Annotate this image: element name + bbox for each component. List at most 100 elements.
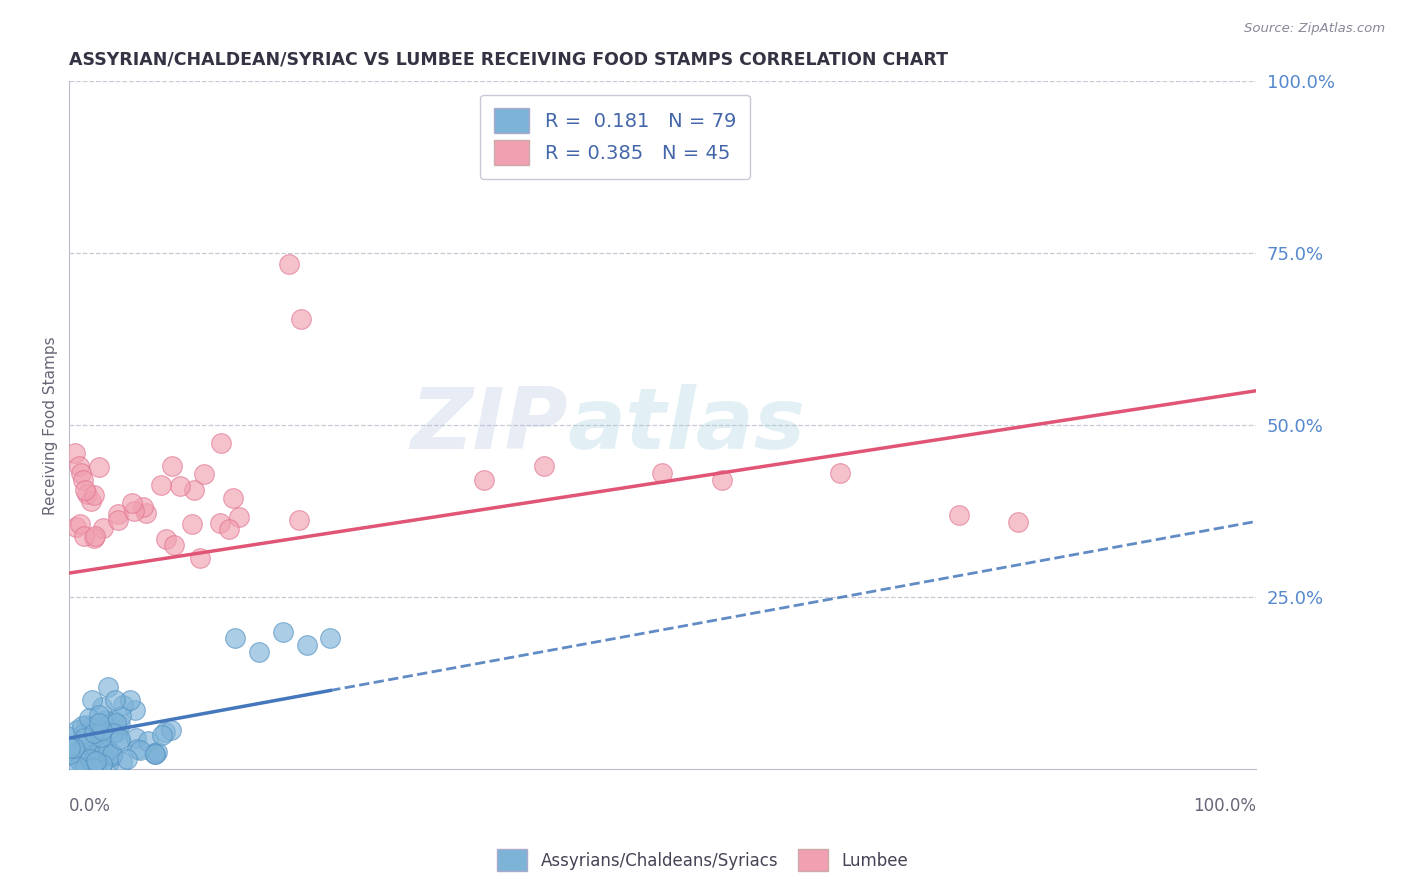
Point <box>319 632 342 646</box>
Point <box>948 508 970 522</box>
Point <box>94 748 117 763</box>
Point <box>111 755 134 769</box>
Point <box>84 760 107 774</box>
Point <box>146 745 169 759</box>
Point <box>98 756 121 770</box>
Point <box>651 467 673 481</box>
Text: atlas: atlas <box>568 384 806 467</box>
Point <box>89 744 111 758</box>
Text: 100.0%: 100.0% <box>1192 797 1256 814</box>
Point <box>63 446 86 460</box>
Y-axis label: Receiving Food Stamps: Receiving Food Stamps <box>44 336 58 515</box>
Point <box>59 730 82 744</box>
Point <box>67 459 90 474</box>
Point <box>110 736 132 750</box>
Point <box>72 719 94 733</box>
Point <box>830 467 852 481</box>
Point <box>129 742 152 756</box>
Point <box>86 735 108 749</box>
Point <box>79 494 101 508</box>
Point <box>75 718 97 732</box>
Point <box>72 746 94 760</box>
Point <box>59 747 82 761</box>
Point <box>101 714 124 728</box>
Point <box>59 741 82 756</box>
Point <box>69 516 91 531</box>
Point <box>108 732 131 747</box>
Point <box>73 731 96 746</box>
Point <box>91 757 114 772</box>
Point <box>160 459 183 474</box>
Point <box>155 532 177 546</box>
Point <box>132 500 155 515</box>
Point <box>76 487 98 501</box>
Text: ZIP: ZIP <box>411 384 568 467</box>
Point <box>91 521 114 535</box>
Point <box>87 708 110 723</box>
Point <box>228 509 250 524</box>
Point <box>67 759 90 773</box>
Point <box>97 743 120 757</box>
Point <box>89 722 111 736</box>
Point <box>101 749 124 764</box>
Point <box>66 751 89 765</box>
Point <box>288 513 311 527</box>
Point <box>149 478 172 492</box>
Point <box>101 726 124 740</box>
Point <box>62 741 84 756</box>
Point <box>75 741 97 756</box>
Point <box>70 467 93 481</box>
Point <box>83 725 105 739</box>
Point <box>125 731 148 745</box>
Point <box>72 727 94 741</box>
Point <box>710 473 733 487</box>
Point <box>72 473 94 487</box>
Point <box>83 721 105 735</box>
Point <box>135 506 157 520</box>
Point <box>108 718 131 732</box>
Point <box>82 748 104 763</box>
Point <box>136 734 159 748</box>
Text: Source: ZipAtlas.com: Source: ZipAtlas.com <box>1244 22 1385 36</box>
Point <box>101 747 124 761</box>
Point <box>75 760 97 774</box>
Point <box>209 516 232 530</box>
Point <box>104 693 127 707</box>
Point <box>218 522 240 536</box>
Point <box>118 692 141 706</box>
Point <box>143 747 166 762</box>
Point <box>66 723 89 737</box>
Point <box>277 257 299 271</box>
Point <box>193 467 215 482</box>
Point <box>94 739 117 754</box>
Point <box>80 719 103 733</box>
Point <box>87 716 110 731</box>
Point <box>65 520 87 534</box>
Point <box>82 761 104 775</box>
Point <box>181 516 204 531</box>
Point <box>1007 515 1029 529</box>
Point <box>295 638 318 652</box>
Point <box>90 723 112 737</box>
Point <box>115 752 138 766</box>
Point <box>125 741 148 756</box>
Point <box>222 491 245 506</box>
Point <box>73 529 96 543</box>
Point <box>87 460 110 475</box>
Point <box>77 711 100 725</box>
Point <box>107 513 129 527</box>
Point <box>79 752 101 766</box>
Point <box>84 750 107 764</box>
Point <box>97 680 120 694</box>
Point <box>70 756 93 771</box>
Point <box>94 713 117 727</box>
Point <box>247 645 270 659</box>
Point <box>533 459 555 474</box>
Point <box>107 507 129 521</box>
Point <box>90 700 112 714</box>
Point <box>111 698 134 712</box>
Point <box>82 725 104 739</box>
Point <box>150 728 173 742</box>
Point <box>209 435 232 450</box>
Point <box>290 311 312 326</box>
